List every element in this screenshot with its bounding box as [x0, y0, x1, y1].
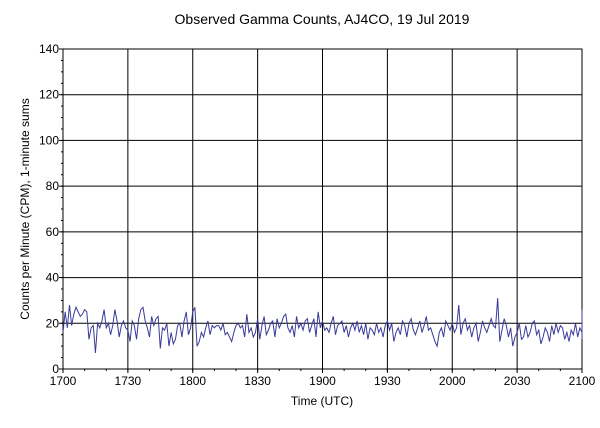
y-tick-label: 0 — [52, 362, 59, 376]
x-tick-labels: 1700 1730 1800 1830 1900 1930 2000 2030 2100 — [50, 374, 596, 388]
x-tick-label: 1930 — [374, 374, 401, 388]
x-tick-label: 1900 — [309, 374, 336, 388]
y-tick-labels: 0 20 40 60 80 100 120 140 — [39, 42, 59, 376]
y-axis-label: Counts per Minute (CPM), 1-minute sums — [18, 98, 32, 319]
series-line-cpm — [62, 298, 583, 354]
grid-lines — [63, 49, 582, 369]
y-tick-label: 100 — [39, 133, 59, 147]
y-tick-label: 80 — [46, 179, 60, 193]
chart-title: Observed Gamma Counts, AJ4CO, 19 Jul 201… — [175, 11, 470, 27]
minor-ticks — [59, 48, 583, 373]
y-tick-label: 140 — [39, 42, 59, 56]
y-tick-label: 40 — [46, 271, 60, 285]
x-tick-label: 2030 — [504, 374, 531, 388]
x-axis-label: Time (UTC) — [291, 394, 353, 408]
x-tick-label: 1700 — [50, 374, 77, 388]
y-tick-label: 60 — [46, 225, 60, 239]
y-tick-label: 20 — [46, 316, 60, 330]
x-tick-label: 2100 — [569, 374, 596, 388]
x-tick-label: 2000 — [439, 374, 466, 388]
x-tick-label: 1800 — [179, 374, 206, 388]
x-tick-label: 1830 — [244, 374, 271, 388]
x-tick-label: 1730 — [115, 374, 142, 388]
y-tick-label: 120 — [39, 88, 59, 102]
plot-frame — [62, 48, 583, 370]
